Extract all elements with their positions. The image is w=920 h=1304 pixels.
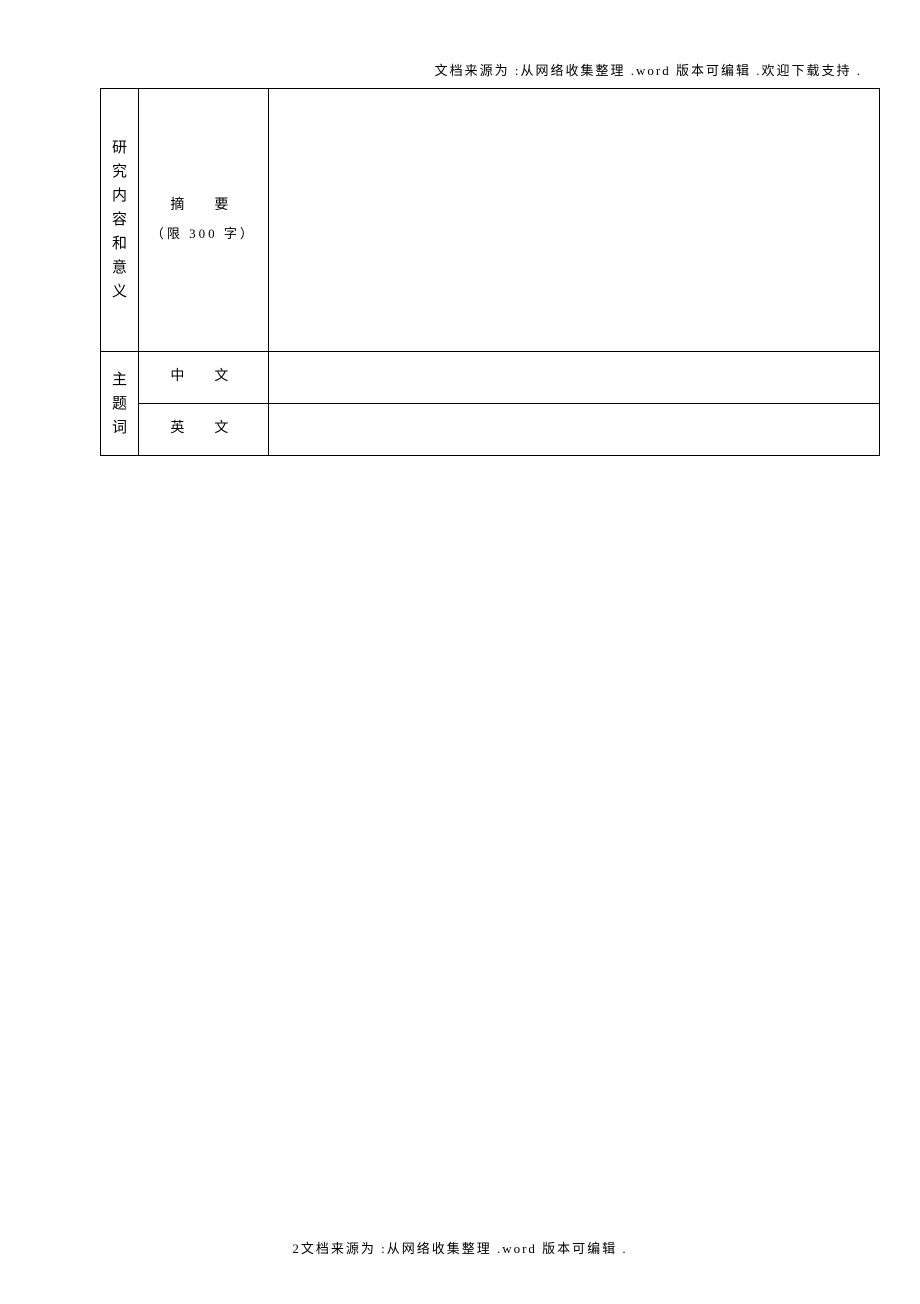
- sub-label-english: 英 文: [138, 404, 268, 456]
- vert-label-research: 研究内容和意义: [101, 89, 139, 352]
- sub-label-abstract: 摘 要 （限 300 字）: [138, 89, 268, 352]
- content-chinese: [268, 352, 879, 404]
- vert-label-keywords: 主题词: [101, 352, 139, 456]
- form-table: 研究内容和意义 摘 要 （限 300 字） 主题词 中 文 英 文: [100, 88, 880, 456]
- sub-label-chinese: 中 文: [138, 352, 268, 404]
- header-source-text: 文档来源为 :从网络收集整理 .word 版本可编辑 .欢迎下载支持 .: [435, 60, 862, 79]
- footer-source-text: 2文档来源为 :从网络收集整理 .word 版本可编辑 .: [0, 1238, 920, 1257]
- content-abstract: [268, 89, 879, 352]
- content-english: [268, 404, 879, 456]
